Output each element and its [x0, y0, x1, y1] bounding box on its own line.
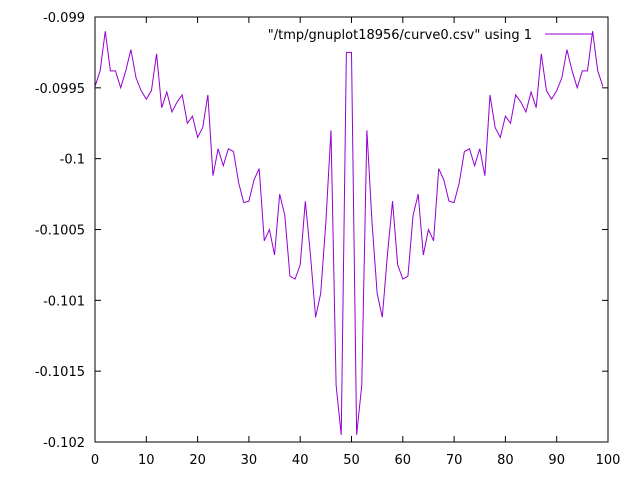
x-tick-label: 80: [497, 453, 514, 468]
series-layer: [94, 31, 604, 435]
y-tick-label: -0.1: [60, 153, 85, 168]
y-tick-label: -0.0995: [35, 82, 85, 97]
y-tick-label: -0.101: [43, 294, 85, 309]
y-tick-label: -0.1005: [35, 224, 85, 239]
series-line: [94, 31, 604, 435]
legend-label: "/tmp/gnuplot18956/curve0.csv" using 1: [268, 28, 532, 43]
y-tick-label: -0.099: [43, 11, 85, 26]
x-tick-label: 30: [241, 453, 258, 468]
x-tick-label: 40: [292, 453, 309, 468]
tick-labels: 0 10 20 30 40 50 60 70 80 90 100 -0.099 -0.0995 -0.1 -…: [35, 11, 621, 468]
x-tick-label: 0: [91, 453, 99, 468]
x-tick-label: 20: [189, 453, 206, 468]
x-tick-label: 60: [395, 453, 412, 468]
x-tick-label: 100: [596, 453, 621, 468]
plot-frame: [94, 16, 609, 443]
x-tick-label: 10: [138, 453, 155, 468]
x-tick-label: 50: [343, 453, 360, 468]
x-tick-label: 90: [548, 453, 565, 468]
y-tick-label: -0.102: [43, 436, 85, 451]
legend: "/tmp/gnuplot18956/curve0.csv" using 1: [268, 28, 592, 43]
x-tick-label: 70: [446, 453, 463, 468]
y-tick-label: -0.1015: [35, 365, 85, 380]
